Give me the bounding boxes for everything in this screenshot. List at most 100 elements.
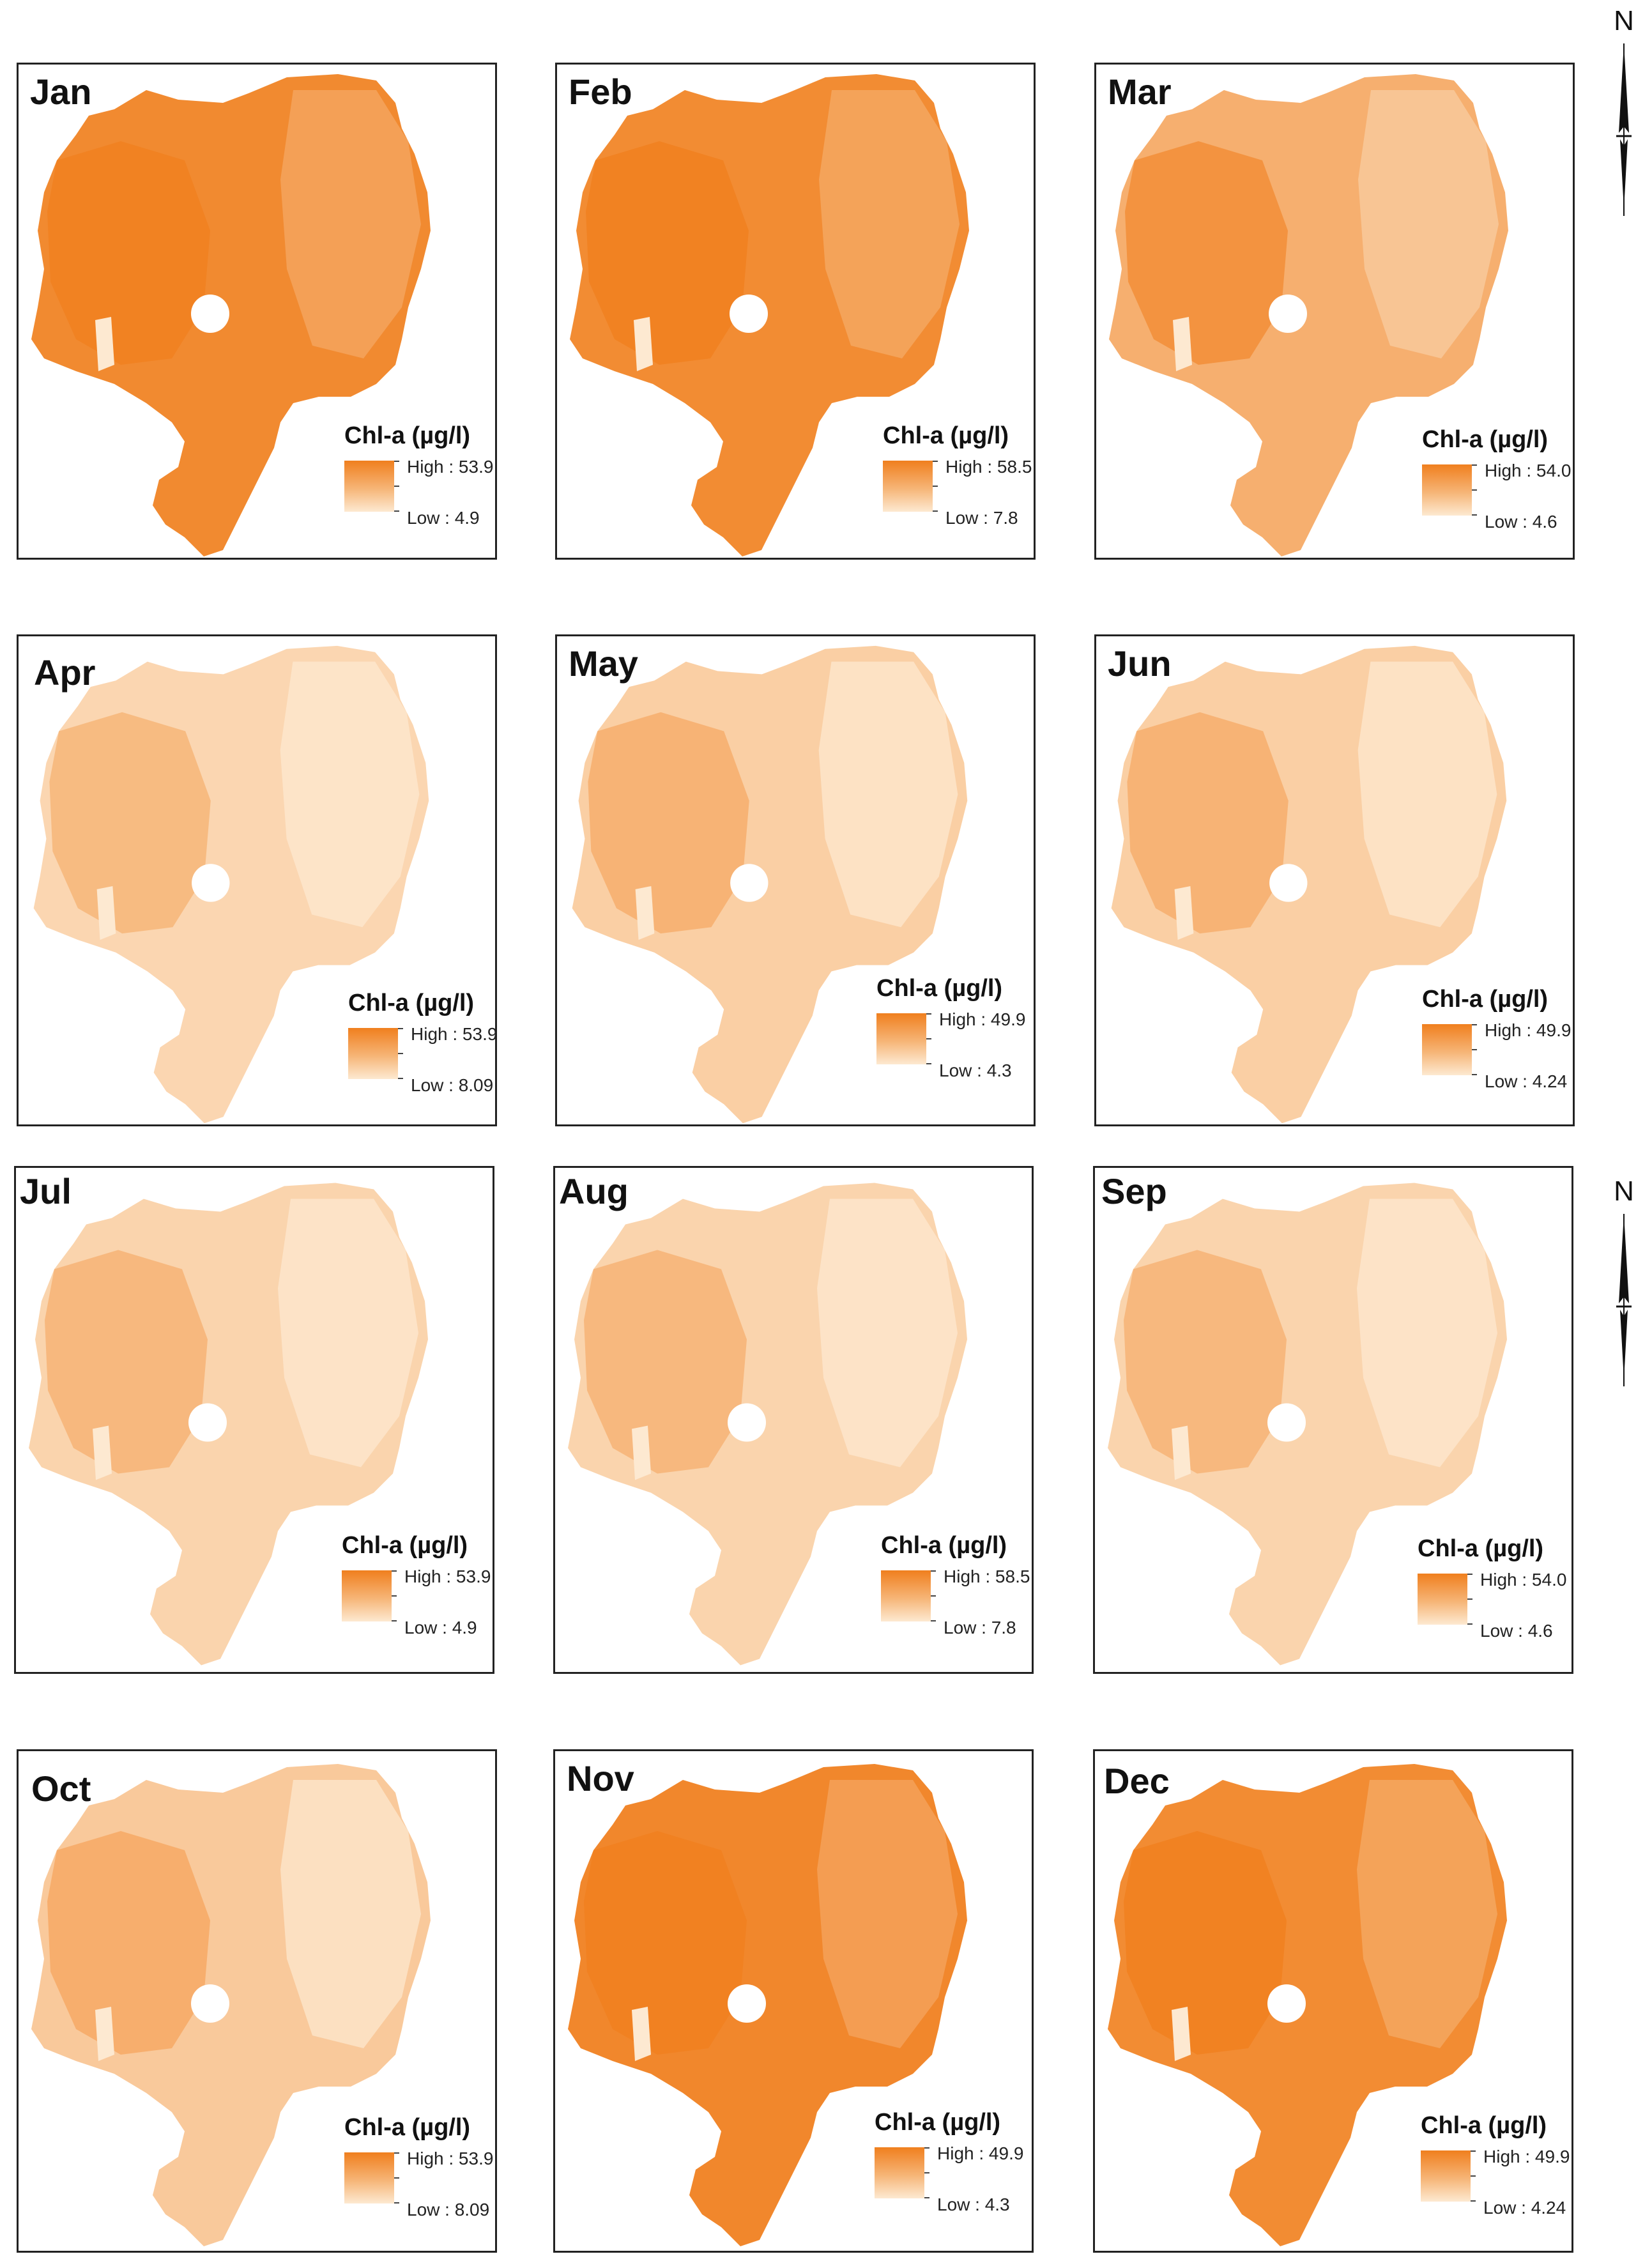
ramp-tick (931, 1570, 936, 1572)
lake-map (1111, 645, 1507, 1124)
ramp-tick (1471, 2200, 1476, 2202)
lake-shape (33, 645, 429, 1124)
map-panel-7: Aug Chl-a (µg/l) High : 58.5 Low : 7.8 (553, 1166, 1034, 1674)
ramp-tick (392, 1620, 397, 1621)
lake-shape (570, 74, 969, 556)
inlet-strip (632, 2007, 651, 2061)
island (730, 864, 769, 902)
legend-high: High : 54.0 (1480, 1570, 1567, 1590)
month-label: Jul (20, 1171, 72, 1211)
legend-high: High : 53.9 (404, 1567, 491, 1586)
legend-title: Chl-a (µg/l) (1422, 986, 1549, 1013)
lake-map (1108, 1764, 1507, 2246)
low-chl-zone (1357, 1780, 1497, 2048)
legend-low: Low : 4.6 (1480, 1621, 1553, 1641)
inlet-strip (95, 2007, 114, 2061)
lake-map (568, 1183, 967, 1666)
lake-shape (1111, 645, 1507, 1124)
ramp-tick (926, 1063, 931, 1064)
legend-high: High : 49.9 (1483, 2147, 1570, 2166)
ramp-tick (1471, 2150, 1476, 2152)
high-chl-zone (588, 712, 749, 934)
legend: Chl-a (µg/l) High : 58.5 Low : 7.8 (881, 1532, 1032, 1647)
month-label: May (569, 643, 638, 684)
ramp-tick (1471, 2175, 1476, 2177)
ramp-tick (398, 1028, 403, 1029)
legend-title: Chl-a (µg/l) (1422, 426, 1549, 453)
month-label: Oct (31, 1768, 91, 1809)
lake-shape (1109, 74, 1508, 556)
high-chl-zone (45, 1250, 208, 1474)
map-panel-8: Sep Chl-a (µg/l) High : 54.0 Low : 4.6 (1093, 1166, 1573, 1674)
island (730, 295, 768, 333)
low-chl-zone (817, 1780, 958, 2048)
lake-map (570, 74, 969, 556)
north-arrow-icon (1616, 43, 1632, 216)
legend-title: Chl-a (µg/l) (344, 422, 471, 449)
inlet-strip (635, 885, 655, 940)
high-chl-zone (584, 1250, 747, 1474)
legend-low: Low : 4.3 (937, 2195, 1010, 2214)
legend-low: Low : 7.8 (945, 508, 1018, 528)
island (728, 1403, 766, 1442)
legend: Chl-a (µg/l) High : 54.0 Low : 4.6 (1418, 1535, 1572, 1650)
island (728, 1984, 766, 2023)
ramp-tick (1472, 489, 1477, 491)
ramp-tick (924, 2172, 929, 2173)
low-chl-zone (818, 661, 958, 928)
north-label: N (1614, 1176, 1634, 1207)
ramp-tick (392, 1595, 397, 1597)
ramp-tick (931, 1620, 936, 1621)
month-label: Jan (30, 72, 92, 112)
low-chl-zone (1358, 661, 1497, 928)
ramp-tick (1467, 1623, 1472, 1625)
ramp-tick (1472, 1049, 1477, 1050)
legend-title: Chl-a (µg/l) (875, 2109, 1001, 2136)
month-label: Sep (1101, 1171, 1167, 1211)
ramp-tick (394, 2177, 399, 2179)
legend-title: Chl-a (µg/l) (348, 990, 475, 1016)
island (191, 295, 229, 333)
map-panel-2: Mar Chl-a (µg/l) High : 54.0 Low : 4.6 (1094, 63, 1575, 560)
month-label: Jun (1108, 643, 1172, 684)
map-panel-6: Jul Chl-a (µg/l) High : 53.9 Low : 4.9 (14, 1166, 494, 1674)
island (192, 864, 230, 902)
map-panel-5: Jun Chl-a (µg/l) High : 49.9 Low : 4.24 (1094, 634, 1575, 1126)
month-label: Feb (569, 72, 632, 112)
lake-map (29, 1183, 428, 1666)
lake-map (31, 1764, 431, 2246)
legend-low: Low : 4.9 (404, 1618, 477, 1637)
ramp-tick (398, 1078, 403, 1079)
lake-shape (568, 1183, 967, 1666)
legend-high: High : 53.9 (407, 457, 494, 477)
legend-high: High : 49.9 (939, 1009, 1026, 1029)
ramp-tick (394, 2152, 399, 2154)
map-panel-1: Feb Chl-a (µg/l) High : 58.5 Low : 7.8 (555, 63, 1036, 560)
legend-low: Low : 4.6 (1485, 512, 1557, 532)
high-chl-zone (584, 1831, 747, 2055)
low-chl-zone (280, 90, 421, 358)
ramp-tick (924, 2197, 929, 2198)
month-label: Apr (34, 652, 96, 693)
legend: Chl-a (µg/l) High : 53.9 Low : 8.09 (344, 2114, 495, 2229)
legend: Chl-a (µg/l) High : 53.9 Low : 8.09 (348, 990, 497, 1105)
ramp-tick (933, 486, 938, 487)
low-chl-zone (278, 1199, 418, 1468)
ramp-tick (1467, 1598, 1472, 1600)
lake-map (33, 645, 429, 1124)
legend-title: Chl-a (µg/l) (342, 1532, 468, 1559)
month-label: Dec (1104, 1761, 1170, 1801)
low-chl-zone (1358, 90, 1499, 358)
north-arrow-icon (1616, 1214, 1632, 1386)
ramp-tick (1472, 1074, 1477, 1075)
legend-high: High : 58.5 (944, 1567, 1030, 1586)
ramp-tick (926, 1013, 931, 1015)
lake-shape (29, 1183, 428, 1666)
color-ramp (883, 461, 933, 512)
north-label: N (1614, 5, 1634, 36)
legend-title: Chl-a (µg/l) (1421, 2112, 1547, 2139)
low-chl-zone (817, 1199, 958, 1468)
legend-high: High : 53.9 (411, 1024, 497, 1044)
island (1267, 1403, 1306, 1442)
legend: Chl-a (µg/l) High : 49.9 Low : 4.3 (876, 975, 1034, 1090)
